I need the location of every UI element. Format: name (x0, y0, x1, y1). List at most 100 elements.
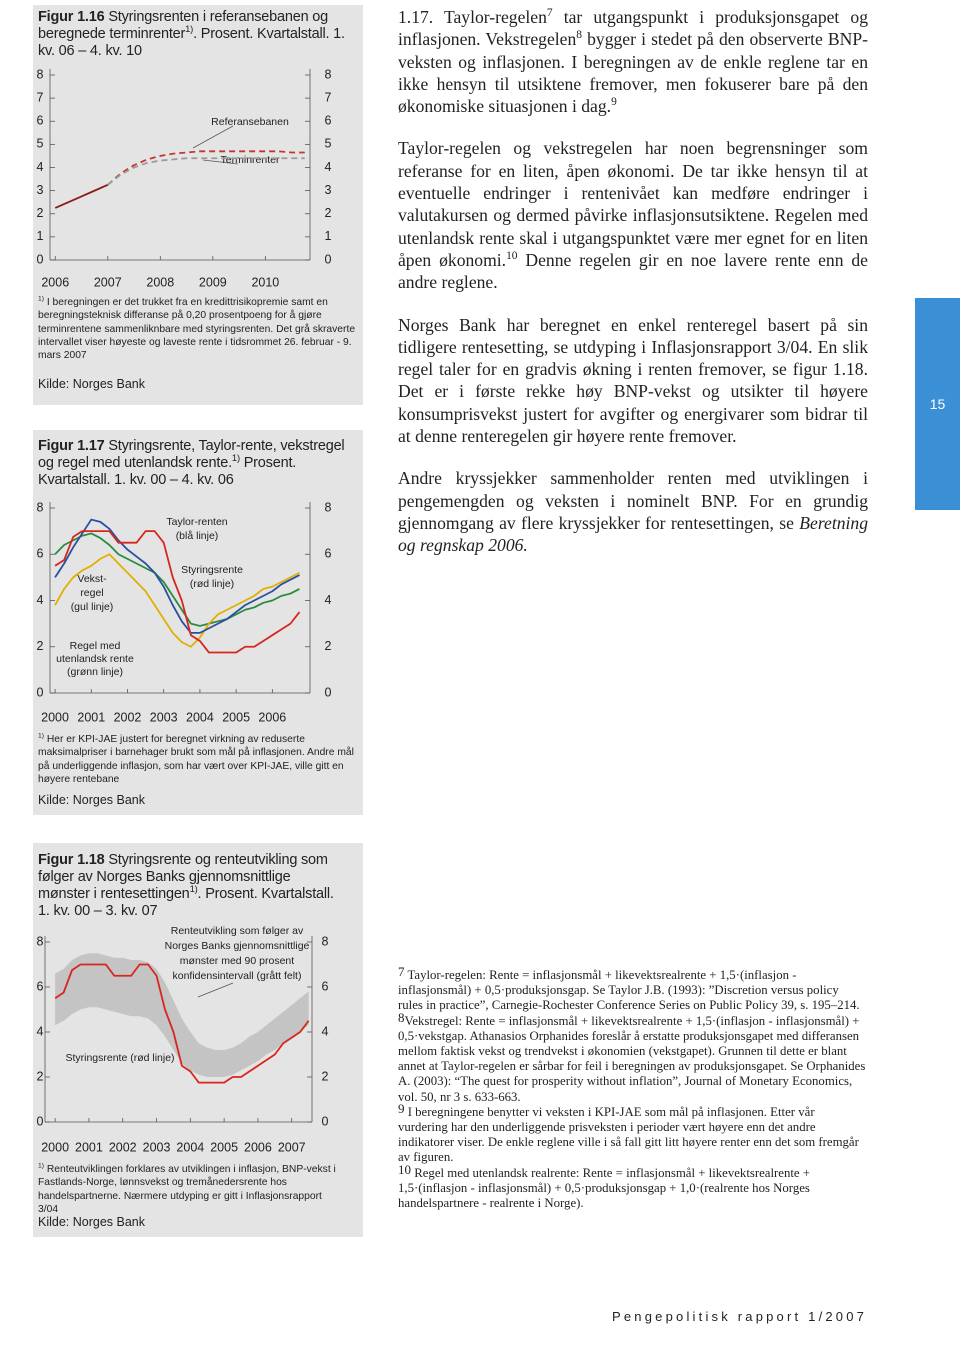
annotation: mønster med 90 prosent (180, 955, 294, 967)
line-series (54, 518, 300, 634)
caption-ref: 1) (231, 452, 240, 464)
y-tick-label: 8 (325, 500, 332, 514)
caption-text: Styringsrenten i referansebanen og bereg… (38, 9, 329, 42)
footer: Pengepolitisk rapport 1/2007 (612, 1309, 868, 1324)
leader-line (202, 159, 239, 165)
footnote: 7 Taylor-regelen: Rente = inflasjonsmål … (398, 965, 866, 1014)
caption-ref: 1) (189, 883, 198, 895)
text: bygger i stedet på den observerte BNP-ve… (398, 29, 868, 117)
footnote: 10 Regel med utenlandsk realrente: Rente… (398, 1163, 866, 1212)
line-series (54, 530, 301, 654)
line-series (54, 963, 310, 1084)
y-tick-label: 6 (325, 547, 332, 561)
text: Norges Bank har beregnet en enkel renter… (398, 314, 868, 447)
annotation: Styringsrente (rød linje) (65, 1052, 174, 1064)
y-tick-label: 8 (37, 500, 44, 514)
paragraph: Norges Bank har beregnet en enkel renter… (398, 314, 868, 448)
annotation: Terminrenter (221, 154, 280, 166)
x-tick-label: 2004 (186, 710, 214, 724)
y-tick-label: 4 (37, 593, 44, 607)
footnote-ref: 10 (506, 250, 518, 263)
y-tick-label: 6 (37, 547, 44, 561)
leader-line (192, 125, 234, 149)
chart: Referansebanen Terminrenter 0 0 1 1 2 2 3 3 4 4 5 5… (37, 67, 332, 289)
figure-number: Figur 1.18 (38, 852, 105, 868)
text-italic: Beretning og regnskap 2006. (398, 512, 868, 556)
y-tick-label: 8 (325, 67, 332, 81)
figure-note: 1) Her er KPI-JAE justert for beregnet v… (38, 733, 360, 786)
note-text: Her er KPI-JAE justert for beregnet virk… (38, 734, 354, 785)
x-tick-label: 2001 (75, 1140, 103, 1154)
annotation: (gul linje) (71, 601, 114, 613)
footnotes: 7 Taylor-regelen: Rente = inflasjonsmål … (398, 965, 866, 1212)
text: Andre kryssjekker sammenholder renten me… (398, 468, 868, 533)
caption-text: Styringsrente, Taylor-rente, vekstregel … (38, 438, 345, 471)
figure-number: Figur 1.17 (38, 438, 105, 454)
y-tick-label: 4 (37, 1024, 44, 1038)
chart: Taylor-renten (blå linje) Vekst- regel (… (37, 500, 332, 724)
footnote-ref: 8 (576, 29, 582, 42)
x-tick-label: 2005 (222, 710, 250, 724)
y-tick-label: 2 (37, 639, 44, 653)
y-tick-label: 4 (325, 593, 332, 607)
leader-line (197, 982, 234, 998)
x-tick-label: 2002 (114, 710, 142, 724)
y-tick-label: 2 (37, 206, 44, 220)
y-tick-label: 3 (37, 183, 44, 197)
y-tick-label: 6 (322, 979, 329, 993)
caption-ref: 1) (185, 23, 194, 35)
footnote-text: Regel med utenlandsk realrente: Rente = … (398, 1165, 811, 1211)
figure-source: Kilde: Norges Bank (38, 1215, 146, 1229)
line-series (54, 184, 109, 209)
line-series (54, 553, 300, 648)
y-tick-label: 0 (325, 685, 332, 699)
footnote-text: Taylor-regelen: Rente = inflasjonsmål + … (398, 968, 860, 1013)
figure-caption: Figur 1.16 Styringsrenten i referanseban… (38, 9, 356, 60)
caption-text: . Prosent. Kvartalstall. 1. kv. 00 – 3. … (38, 886, 334, 919)
x-tick-label: 2006 (41, 275, 69, 289)
annotation: Taylor-renten (166, 516, 227, 528)
x-tick-label: 2009 (199, 275, 227, 289)
y-tick-label: 8 (37, 934, 44, 948)
x-tick-label: 2008 (146, 275, 174, 289)
annotation: konfidensintervall (grått felt) (173, 970, 302, 982)
text: Taylor-regelen og vekstregelen har noen … (398, 138, 868, 270)
y-tick-label: 5 (37, 137, 44, 151)
y-tick-label: 6 (37, 114, 44, 128)
x-tick-label: 2005 (210, 1140, 238, 1154)
footnote-number: 7 (398, 964, 405, 979)
y-tick-label: 2 (322, 1069, 329, 1083)
footnote-ref: 7 (546, 7, 553, 20)
annotation: (blå linje) (176, 530, 219, 542)
x-tick-label: 2002 (109, 1140, 137, 1154)
y-tick-label: 7 (37, 90, 44, 104)
note-text: Renteutviklingen forklares av utviklinge… (38, 1164, 336, 1215)
annotation: regel (80, 587, 103, 599)
y-tick-label: 6 (37, 979, 44, 993)
y-tick-label: 7 (325, 90, 332, 104)
annotation: Renteutvikling som følger av (171, 925, 304, 937)
footnote-number: 8 (398, 1009, 405, 1025)
footnote-text: I beregningene benytter vi veksten i KPI… (398, 1104, 859, 1165)
note-ref: 1) (38, 732, 44, 740)
x-tick-label: 2003 (150, 710, 178, 724)
figure-caption: Figur 1.18 Styringsrente og renteutvikli… (38, 852, 338, 920)
body-text: 1.17. Taylor-regelen7 tar utgangspunkt i… (398, 6, 868, 577)
y-tick-label: 1 (37, 229, 44, 243)
line-series (107, 157, 305, 186)
annotation: utenlandsk rente (56, 653, 134, 665)
footnote-number: 10 (398, 1161, 411, 1177)
y-tick-label: 4 (325, 160, 332, 174)
y-tick-label: 6 (325, 114, 332, 128)
footnote: 9 I beregningene benytter vi veksten i K… (398, 1102, 866, 1166)
annotation: Referansebanen (211, 116, 289, 128)
x-tick-label: 2006 (244, 1140, 272, 1154)
x-tick-label: 2000 (41, 710, 69, 724)
y-tick-label: 4 (37, 160, 44, 174)
caption-text: . Prosent. Kvartalstall. 1. kv. 06 – 4. … (38, 26, 345, 59)
x-tick-label: 2007 (278, 1140, 306, 1154)
x-tick-label: 2004 (176, 1140, 204, 1154)
text: tar utgangspunkt i produksjonsgapet og i… (398, 7, 868, 50)
figure-note: 1) Renteutviklingen forklares av utvikli… (38, 1163, 338, 1216)
footnote-ref: 9 (611, 96, 617, 109)
